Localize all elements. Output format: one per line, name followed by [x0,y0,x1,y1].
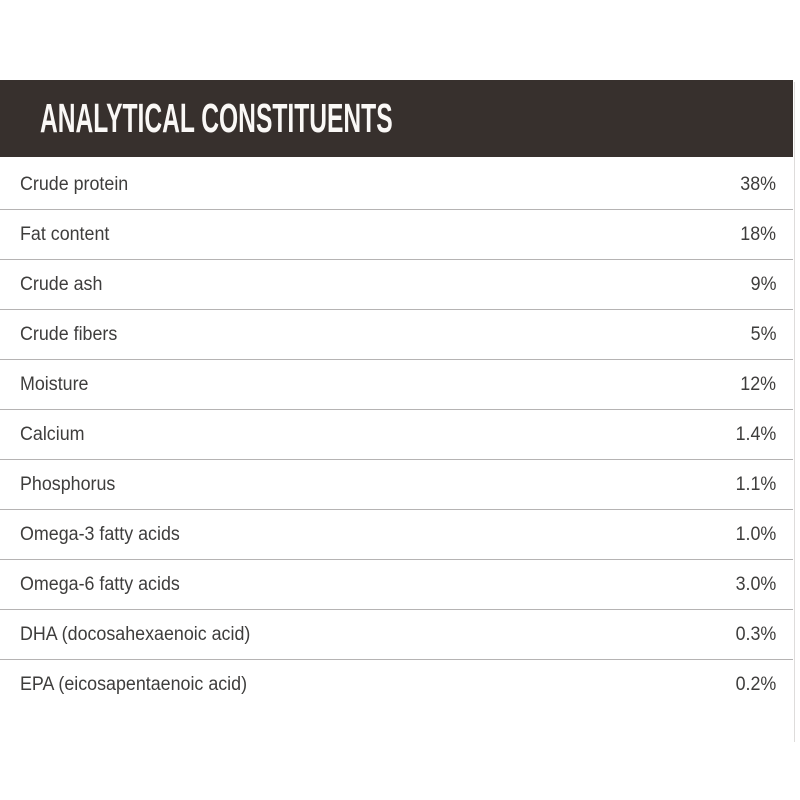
section-header-bar: ANALYTICAL CONSTITUENTS [0,80,793,157]
table-row: DHA (docosahexaenoic acid) 0.3% [0,610,793,660]
constituent-value: 0.3% [735,623,776,645]
constituent-value: 9% [750,273,776,295]
constituent-label: Calcium [20,423,85,445]
table-row: Crude protein 38% [0,160,793,210]
constituent-label: Crude ash [20,273,103,295]
constituent-value: 3.0% [735,573,776,595]
constituent-label: Phosphorus [20,473,116,495]
constituent-value: 12% [740,373,776,395]
constituent-value: 5% [750,323,776,345]
table-row: Fat content 18% [0,210,793,260]
page-edge-divider [794,82,795,742]
constituent-label: EPA (eicosapentaenoic acid) [20,674,248,695]
table-row: Phosphorus 1.1% [0,460,793,510]
constituent-value: 1.4% [735,423,776,445]
constituent-value: 1.0% [735,523,776,545]
table-row: Moisture 12% [0,360,793,410]
constituent-label: Moisture [20,373,89,395]
table-row: Omega-6 fatty acids 3.0% [0,560,793,610]
constituent-label: Omega-3 fatty acids [20,523,180,545]
table-row: EPA (eicosapentaenoic acid) 0.2% [0,660,793,710]
section-title: ANALYTICAL CONSTITUENTS [40,95,393,141]
constituent-value: 38% [740,173,776,195]
constituent-value: 0.2% [735,674,776,695]
constituent-label: DHA (docosahexaenoic acid) [20,623,251,645]
table-row: Omega-3 fatty acids 1.0% [0,510,793,560]
constituent-label: Fat content [20,223,110,245]
table-row: Calcium 1.4% [0,410,793,460]
constituent-label: Crude fibers [20,323,118,345]
constituents-table: Crude protein 38% Fat content 18% Crude … [0,160,793,710]
table-row: Crude fibers 5% [0,310,793,360]
constituent-value: 18% [740,223,776,245]
constituent-label: Omega-6 fatty acids [20,573,180,595]
constituent-label: Crude protein [20,173,129,195]
constituent-value: 1.1% [735,473,776,495]
table-row: Crude ash 9% [0,260,793,310]
